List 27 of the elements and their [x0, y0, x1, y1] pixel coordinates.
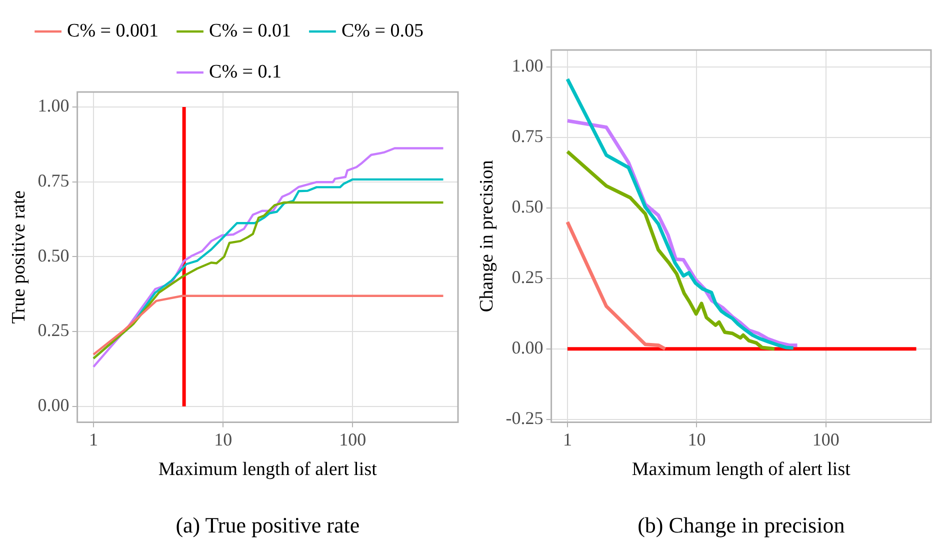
x-axis-title: Maximum length of alert list: [632, 459, 852, 480]
y-axis-title: True positive rate: [8, 190, 30, 324]
y-tick-label: 0.25: [512, 267, 544, 288]
legend-label: C% = 0.01: [209, 20, 291, 42]
x-tick-label: 100: [339, 430, 366, 450]
text: (a) True positive rate: [176, 512, 360, 538]
x-tick-label: 100: [812, 430, 840, 450]
y-tick-label: 0.00: [512, 338, 544, 358]
y-tick-label: 0.75: [512, 126, 544, 146]
x-tick-label: 10: [214, 430, 232, 450]
y-axis-title: Change in precision: [476, 160, 498, 312]
y-tick-label: -0.25: [506, 408, 544, 428]
text: (b) Change in precision: [638, 512, 845, 538]
x-tick-label: 10: [688, 430, 706, 450]
y-tick-label: 1.00: [512, 56, 544, 76]
y-tick-label: 0.25: [38, 320, 70, 340]
x-axis-title: Maximum length of alert list: [158, 459, 378, 480]
y-tick-label: 0.50: [512, 196, 544, 217]
y-tick-label: 0.75: [38, 170, 70, 191]
y-tick-label: 1.00: [38, 96, 70, 116]
y-tick-label: 0.00: [38, 395, 70, 416]
legend-label: C% = 0.05: [341, 20, 424, 42]
x-tick-label: 1: [88, 430, 98, 450]
x-tick-label: 1: [562, 430, 572, 450]
legend-label: C% = 0.001: [67, 20, 159, 42]
legend-label: C% = 0.1: [209, 61, 282, 82]
y-tick-label: 0.50: [38, 245, 70, 266]
